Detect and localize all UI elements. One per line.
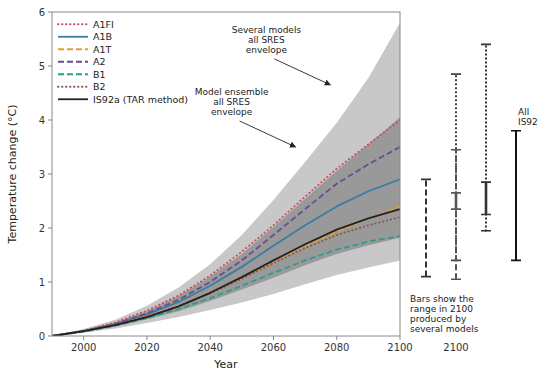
series-line xyxy=(52,120,400,336)
legend-swatch xyxy=(58,73,88,75)
series-line xyxy=(52,236,400,336)
legend-label: A2 xyxy=(93,56,106,67)
legend-swatch xyxy=(58,98,88,100)
y-tick xyxy=(48,66,52,67)
x-tick-label: 2020 xyxy=(134,342,159,353)
legend-swatch xyxy=(58,36,88,38)
y-tick-label: 5 xyxy=(39,61,45,72)
x-tick xyxy=(400,336,401,340)
x-tick xyxy=(210,336,211,340)
y-tick-label: 6 xyxy=(39,7,45,18)
annotation-line: envelope xyxy=(246,45,288,55)
range-bar xyxy=(425,179,427,276)
chart: 2000 2020 2040 2060 2080 2100 0 1 2 3 4 5 6 Year Tempe… xyxy=(0,0,553,378)
range-bar-note: Bars show therange in 2100produced bysev… xyxy=(410,294,479,334)
y-tick xyxy=(48,174,52,175)
x-tick xyxy=(146,336,147,340)
annotation-line: envelope xyxy=(211,107,253,117)
annotation: Model ensembleall SRESenvelope xyxy=(195,87,269,117)
legend-label: IS92a (TAR method) xyxy=(93,94,188,105)
range-bar-note-line: produced by xyxy=(410,314,467,324)
y-tick xyxy=(48,120,52,121)
range-bar-note-line: Bars show the xyxy=(410,294,474,304)
plot-area xyxy=(52,23,400,336)
legend-label: A1T xyxy=(93,44,112,55)
series-line xyxy=(52,217,400,336)
range-group-label: AllIS92 xyxy=(518,107,538,127)
x-tick xyxy=(273,336,274,340)
y-tick-label: 4 xyxy=(39,115,45,126)
range-bar-year: 2100 xyxy=(443,342,468,353)
range-bar-caps xyxy=(481,182,491,214)
series-line xyxy=(52,206,400,336)
x-tick xyxy=(83,336,84,340)
y-tick xyxy=(48,12,52,13)
range-bar-caps xyxy=(451,150,461,280)
range-bar xyxy=(485,44,487,230)
y-tick xyxy=(48,228,52,229)
x-tick-label: 2060 xyxy=(261,342,286,353)
range-bar-caps xyxy=(511,131,521,261)
legend-swatch xyxy=(58,23,88,25)
range-bar xyxy=(515,131,517,261)
annotation-line: Several models xyxy=(232,25,302,35)
y-tick-label: 2 xyxy=(39,223,45,234)
series-line xyxy=(52,147,400,336)
annotation-line: all SRES xyxy=(248,35,285,45)
series-line xyxy=(52,209,400,336)
legend-label: A1B xyxy=(93,31,112,42)
legend-label: B1 xyxy=(93,69,106,80)
y-tick-label: 3 xyxy=(39,169,45,180)
y-tick-label: 0 xyxy=(39,331,45,342)
range-bar-caps xyxy=(481,44,491,230)
legend-label: B2 xyxy=(93,81,106,92)
x-tick-label: 2040 xyxy=(197,342,222,353)
range-bar-note-line: range in 2100 xyxy=(410,304,473,314)
x-axis-label: Year xyxy=(213,358,238,371)
legend-swatch xyxy=(58,86,88,88)
range-group-label-line: IS92 xyxy=(518,117,538,127)
y-tick-label: 1 xyxy=(39,277,45,288)
annotation: Several modelsall SRESenvelope xyxy=(232,25,302,55)
range-group-label-line: All xyxy=(518,107,529,117)
x-tick-label: 2000 xyxy=(71,342,96,353)
legend-swatch xyxy=(58,48,88,50)
range-bar-caps xyxy=(451,193,461,209)
legend: A1FIA1B A1TA2 B1B2 IS92a (TAR method) xyxy=(58,19,188,105)
y-tick xyxy=(48,282,52,283)
x-tick-label: 2080 xyxy=(324,342,349,353)
range-bar-note-line: several models xyxy=(410,324,479,334)
series-line xyxy=(52,179,400,336)
x-tick xyxy=(336,336,337,340)
annotation-arrow xyxy=(240,121,296,147)
x-tick-label: 2100 xyxy=(387,342,412,353)
y-axis-label: Temperature change (°C) xyxy=(6,105,19,245)
annotation-line: Model ensemble xyxy=(195,87,269,97)
range-bar xyxy=(455,150,457,280)
range-bar xyxy=(485,182,488,214)
range-bar-panel: AllIS92 Bars show therange in 2100produce… xyxy=(410,44,538,353)
legend-label: A1FI xyxy=(93,19,114,30)
annotation-line: all SRES xyxy=(213,97,250,107)
legend-swatch xyxy=(58,61,88,63)
range-bar xyxy=(455,193,458,209)
envelope xyxy=(52,117,400,336)
envelope xyxy=(52,23,400,336)
plot-frame xyxy=(52,12,400,336)
y-tick xyxy=(48,336,52,337)
annotation-arrow xyxy=(274,59,330,85)
range-bar-caps xyxy=(421,179,431,276)
